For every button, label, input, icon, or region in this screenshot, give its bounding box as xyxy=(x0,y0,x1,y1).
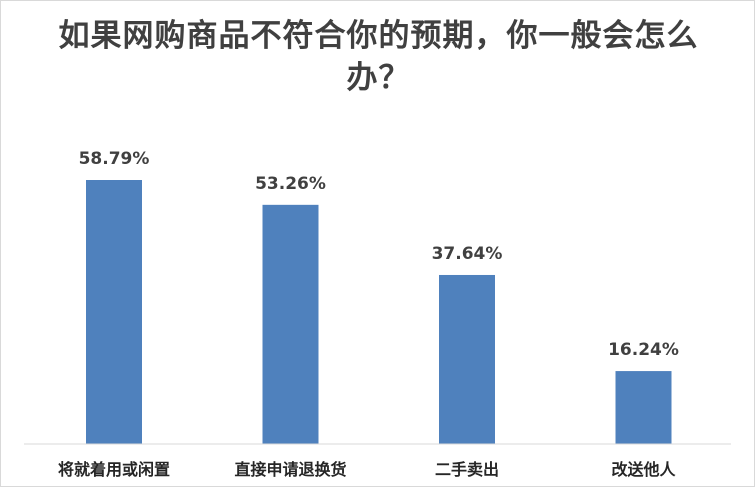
category-label-3: 二手卖出 xyxy=(435,460,499,479)
bar-2 xyxy=(262,204,319,444)
bar-1 xyxy=(86,180,142,444)
value-label-3: 37.64% xyxy=(432,244,503,264)
category-label-2: 直接申请退换货 xyxy=(234,460,346,479)
value-labels-group: 58.79% 53.26% 37.64% 16.24% xyxy=(79,149,679,360)
category-labels-group: 将就着用或闲置 直接申请退换货 二手卖出 改送他人 xyxy=(58,460,677,479)
value-label-1: 58.79% xyxy=(79,149,150,169)
chart-title: 如果网购商品不符合你的预期，你一般会怎么办？ xyxy=(58,18,699,96)
value-label-2: 53.26% xyxy=(255,174,326,194)
bar-4 xyxy=(615,371,672,444)
value-label-4: 16.24% xyxy=(608,340,679,360)
bar-3 xyxy=(439,274,495,444)
category-label-1: 将就着用或闲置 xyxy=(58,460,170,479)
category-label-4: 改送他人 xyxy=(611,460,676,479)
bars-group xyxy=(86,180,672,444)
